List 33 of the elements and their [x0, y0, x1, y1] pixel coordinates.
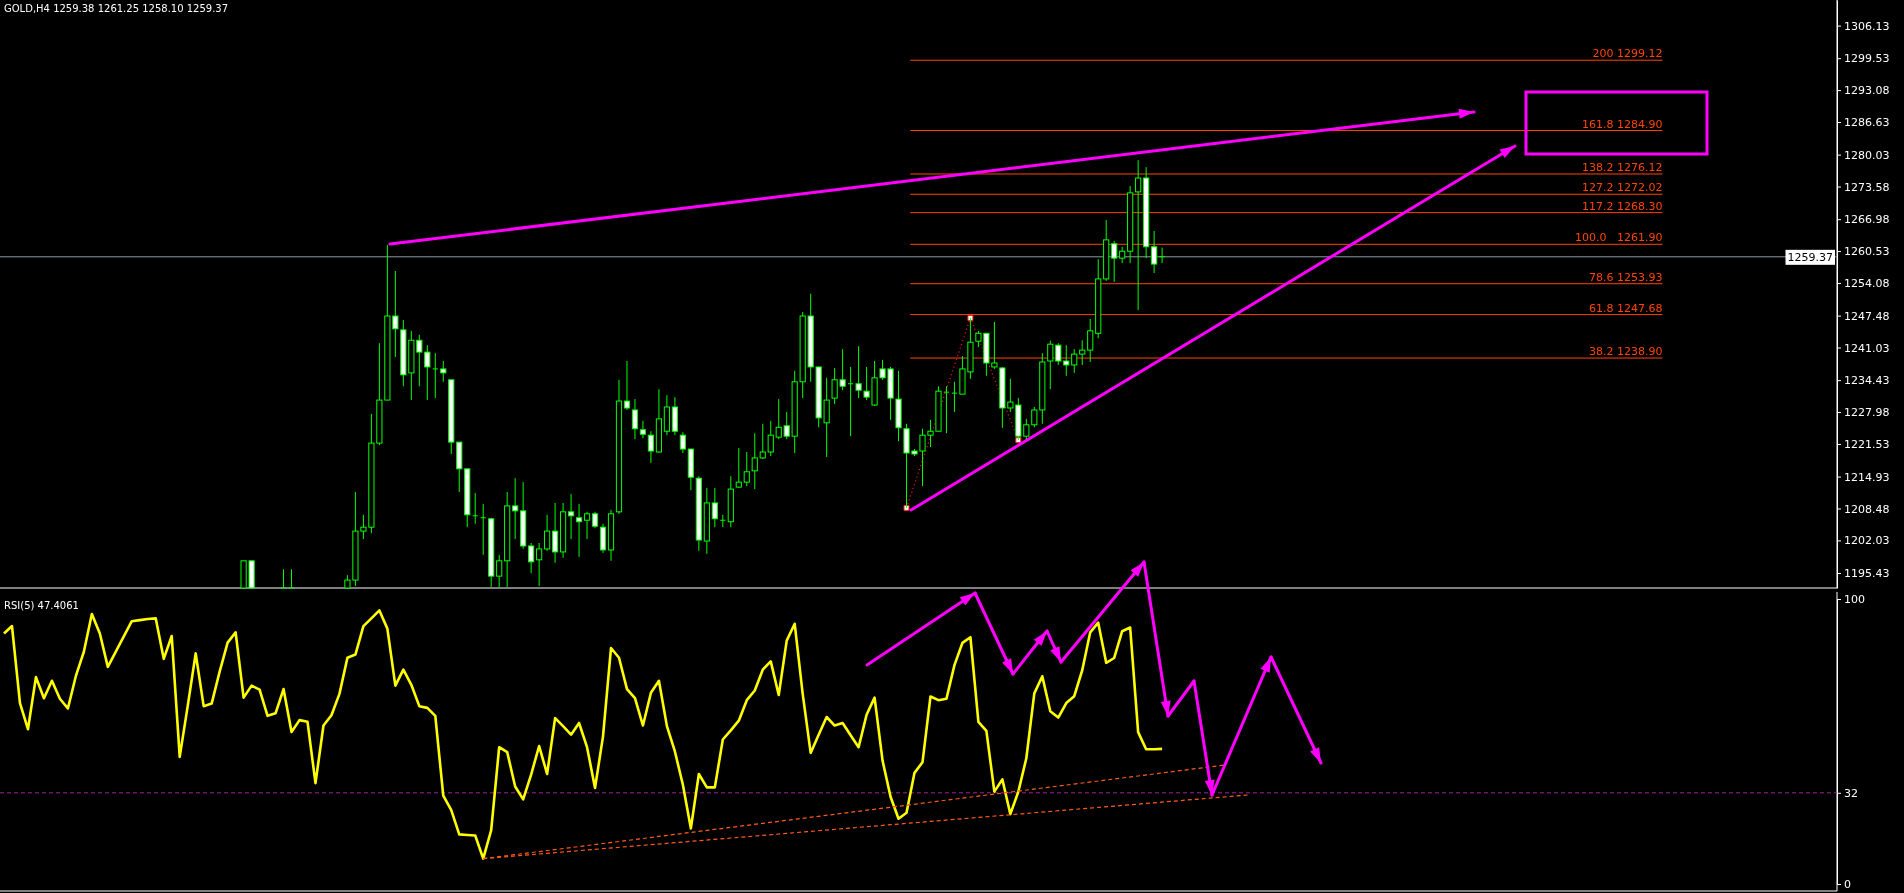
y-tick-label: 1202.03	[1844, 534, 1890, 548]
y-tick-label: 1280.03	[1844, 148, 1890, 162]
y-tick-label: 1234.43	[1844, 374, 1890, 388]
y-tick-label: 0	[1844, 878, 1851, 892]
y-tick-label: 1208.48	[1844, 502, 1890, 516]
y-tick-label: 1247.48	[1844, 309, 1890, 323]
ref-line-label: 127.2 1272.02	[1582, 181, 1663, 195]
chart-title: GOLD,H4 1259.38 1261.25 1258.10 1259.37	[4, 3, 229, 14]
ref-line-label: 38.2 1238.90	[1589, 345, 1663, 359]
y-tick-label: 1260.53	[1844, 245, 1890, 259]
y-tick-label: 100	[1844, 593, 1865, 607]
ref-line-label: 200 1299.12	[1592, 47, 1663, 61]
y-tick-label: 1306.13	[1844, 19, 1890, 33]
y-tick-label: 1266.98	[1844, 213, 1890, 227]
ref-line-label: 61.8 1247.68	[1589, 301, 1663, 315]
ref-line-label: 138.2 1276.12	[1582, 160, 1663, 174]
y-tick-label: 1286.63	[1844, 116, 1890, 130]
y-tick-label: 1241.03	[1844, 341, 1890, 355]
y-tick-label: 1273.58	[1844, 180, 1890, 194]
ref-line-label: 161.8 1284.90	[1582, 117, 1663, 131]
y-tick-label: 1221.53	[1844, 437, 1890, 451]
chart-title: RSI(5) 47.4061	[4, 600, 79, 611]
y-tick-label: 1195.43	[1844, 567, 1890, 581]
y-tick-label: 1293.08	[1844, 84, 1890, 98]
y-tick-label: 32	[1844, 786, 1858, 800]
ref-line-label: 78.6 1253.93	[1589, 270, 1663, 284]
ref-line-label: 117.2 1268.30	[1582, 199, 1663, 213]
ref-line-label: 1259.37	[1787, 250, 1833, 264]
y-tick-label: 1254.08	[1844, 276, 1890, 290]
y-tick-label: 1214.93	[1844, 470, 1890, 484]
ref-line-label: 100.0 1261.90	[1575, 231, 1663, 245]
y-tick-label: 1227.98	[1844, 406, 1890, 420]
y-tick-label: 1299.53	[1844, 52, 1890, 66]
